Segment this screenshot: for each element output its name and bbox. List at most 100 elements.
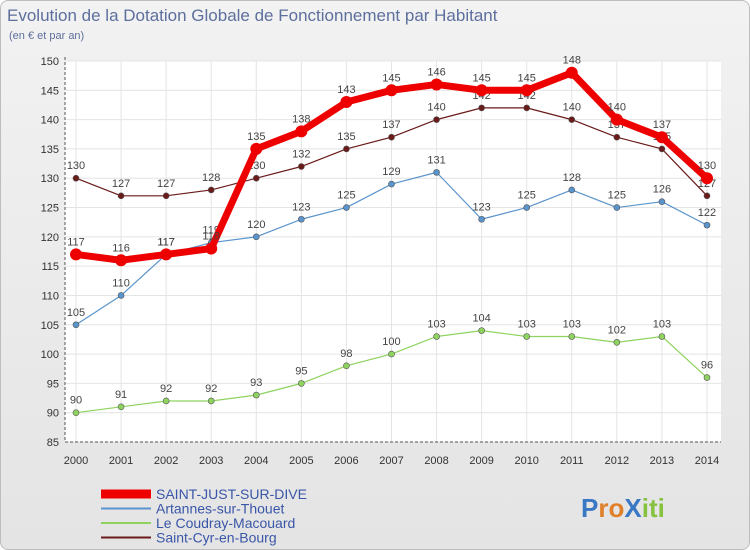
data-point — [614, 134, 620, 140]
data-point — [479, 328, 485, 334]
data-point — [298, 164, 304, 170]
y-tick-label: 120 — [41, 232, 59, 244]
y-tick-label: 90 — [47, 408, 59, 420]
line-chart: Evolution de la Dotation Globale de Fonc… — [1, 1, 750, 550]
data-point — [659, 146, 665, 152]
data-label: 118 — [202, 231, 220, 243]
x-tick-label: 2012 — [605, 455, 629, 467]
data-point — [253, 392, 259, 398]
data-label: 132 — [292, 149, 310, 161]
data-label: 104 — [472, 313, 490, 325]
data-label: 128 — [563, 172, 581, 184]
y-tick-label: 135 — [41, 144, 59, 156]
x-tick-label: 2007 — [379, 455, 403, 467]
data-label: 145 — [518, 72, 536, 84]
data-label: 122 — [698, 207, 716, 219]
data-point — [340, 96, 352, 108]
data-label: 137 — [653, 119, 671, 131]
chart-title: Evolution de la Dotation Globale de Fonc… — [7, 6, 498, 25]
x-tick-label: 2000 — [64, 455, 88, 467]
y-tick-label: 115 — [41, 261, 59, 273]
y-tick-label: 140 — [41, 115, 59, 127]
data-label: 125 — [337, 190, 355, 202]
y-tick-label: 110 — [41, 290, 59, 302]
data-label: 137 — [382, 119, 400, 131]
data-point — [298, 216, 304, 222]
data-label: 143 — [337, 84, 355, 96]
data-point — [701, 172, 713, 184]
data-label: 125 — [518, 190, 536, 202]
data-point — [343, 363, 349, 369]
x-tick-label: 2001 — [109, 455, 133, 467]
data-point — [295, 125, 307, 137]
data-label: 117 — [157, 236, 175, 248]
y-tick-label: 95 — [47, 378, 59, 390]
y-tick-label: 130 — [41, 173, 59, 185]
data-label: 102 — [608, 324, 626, 336]
data-point — [659, 333, 665, 339]
y-tick-label: 145 — [41, 85, 59, 97]
data-point — [163, 398, 169, 404]
data-point — [343, 205, 349, 211]
data-label: 126 — [653, 184, 671, 196]
data-point — [479, 216, 485, 222]
data-point — [569, 187, 575, 193]
data-label: 127 — [157, 178, 175, 190]
data-point — [160, 248, 172, 260]
logo-letter: t — [649, 493, 658, 523]
data-point — [704, 375, 710, 381]
data-point — [118, 193, 124, 199]
y-tick-label: 85 — [47, 437, 59, 449]
logo-letter: r — [598, 493, 608, 523]
logo-letter: P — [581, 493, 598, 523]
data-label: 100 — [382, 336, 400, 348]
data-point — [479, 105, 485, 111]
data-point — [476, 84, 488, 96]
data-point — [73, 322, 79, 328]
y-tick-label: 150 — [41, 56, 59, 68]
data-label: 98 — [340, 348, 352, 360]
data-label: 125 — [608, 190, 626, 202]
logo-letter: i — [642, 493, 649, 523]
data-label: 135 — [247, 131, 265, 143]
data-label: 148 — [563, 55, 581, 67]
logo-letter: o — [608, 493, 624, 523]
y-tick-label: 105 — [41, 320, 59, 332]
data-point — [434, 169, 440, 175]
data-label: 90 — [70, 395, 82, 407]
data-label: 140 — [563, 102, 581, 114]
x-tick-label: 2011 — [560, 455, 584, 467]
data-point — [208, 398, 214, 404]
data-point — [434, 117, 440, 123]
data-label: 116 — [112, 242, 130, 254]
x-tick-label: 2002 — [154, 455, 178, 467]
data-label: 103 — [518, 318, 536, 330]
data-label: 127 — [112, 178, 130, 190]
data-label: 93 — [250, 377, 262, 389]
data-point — [566, 67, 578, 79]
data-label: 110 — [112, 277, 130, 289]
y-tick-label: 125 — [41, 203, 59, 215]
data-label: 91 — [115, 389, 127, 401]
data-label: 135 — [337, 131, 355, 143]
data-point — [569, 333, 575, 339]
data-label: 138 — [292, 113, 310, 125]
logo-letter: X — [624, 493, 642, 523]
data-point — [253, 234, 259, 240]
data-label: 95 — [295, 365, 307, 377]
data-point — [388, 134, 394, 140]
x-tick-label: 2013 — [650, 455, 674, 467]
data-point — [611, 114, 623, 126]
data-label: 130 — [67, 160, 85, 172]
data-point — [704, 222, 710, 228]
legend: SAINT-JUST-SUR-DIVEArtannes-sur-ThouetLe… — [101, 486, 307, 546]
x-tick-label: 2014 — [695, 455, 719, 467]
data-point — [614, 339, 620, 345]
data-point — [70, 248, 82, 260]
data-point — [388, 181, 394, 187]
data-point — [524, 105, 530, 111]
data-label: 145 — [472, 72, 490, 84]
data-label: 140 — [427, 102, 445, 114]
x-tick-label: 2010 — [514, 455, 538, 467]
data-label: 140 — [608, 102, 626, 114]
